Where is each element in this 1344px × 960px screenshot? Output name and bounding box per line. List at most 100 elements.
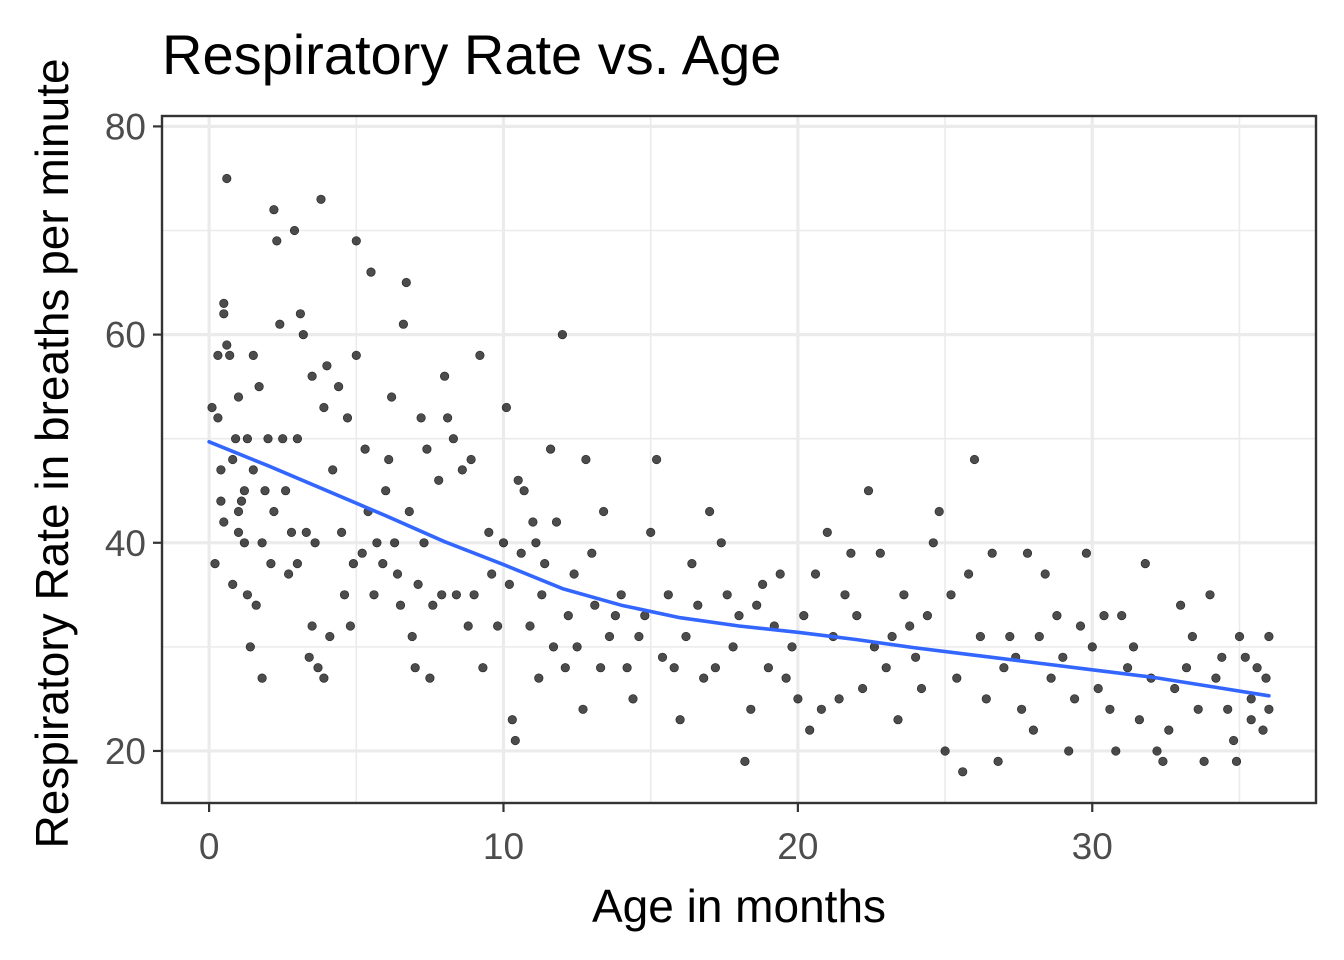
- data-point: [242, 434, 252, 444]
- data-point: [1069, 694, 1080, 704]
- data-point: [922, 610, 933, 621]
- data-point: [501, 402, 512, 413]
- data-point: [337, 527, 347, 538]
- data-point: [675, 715, 685, 725]
- data-point: [484, 527, 494, 538]
- grid: [162, 116, 1316, 803]
- data-point: [469, 590, 479, 600]
- data-point: [740, 756, 750, 767]
- x-axis-title: Age in months: [592, 880, 886, 932]
- data-point: [975, 631, 986, 642]
- data-point: [260, 486, 270, 496]
- data-point: [1240, 652, 1250, 662]
- data-point: [228, 579, 238, 590]
- data-point: [775, 569, 785, 579]
- data-point: [952, 673, 962, 683]
- data-point: [404, 506, 414, 517]
- data-point: [219, 309, 229, 319]
- data-point: [216, 465, 226, 475]
- data-point: [248, 350, 258, 361]
- data-point: [534, 673, 544, 683]
- data-point: [219, 517, 229, 527]
- data-point: [1258, 725, 1268, 735]
- data-point: [551, 517, 562, 527]
- data-point: [410, 663, 420, 673]
- data-point: [793, 694, 803, 704]
- data-point: [716, 538, 726, 548]
- y-tick-label: 40: [105, 523, 146, 564]
- data-point: [710, 663, 721, 673]
- data-point: [540, 558, 550, 569]
- data-point: [687, 558, 697, 569]
- data-point: [587, 548, 597, 558]
- data-point: [307, 371, 317, 381]
- data-point: [328, 465, 338, 475]
- x-tick-label: 30: [1072, 826, 1113, 867]
- data-point: [239, 486, 249, 496]
- data-point: [413, 579, 423, 590]
- chart-title: Respiratory Rate vs. Age: [162, 23, 781, 86]
- data-point: [1228, 735, 1239, 746]
- data-point: [1140, 558, 1150, 569]
- data-point: [298, 330, 308, 340]
- data-point: [1093, 683, 1103, 694]
- data-point: [507, 715, 517, 725]
- data-point: [233, 392, 244, 402]
- data-point: [1158, 756, 1168, 767]
- data-point: [816, 704, 827, 714]
- data-point: [572, 642, 582, 652]
- data-point: [1022, 548, 1033, 558]
- data-point: [275, 319, 285, 329]
- data-point: [999, 663, 1009, 673]
- data-point: [622, 663, 632, 673]
- data-point: [437, 590, 447, 600]
- data-point: [734, 610, 744, 621]
- data-point: [251, 600, 261, 610]
- data-points: [207, 173, 1274, 777]
- data-point: [578, 704, 588, 714]
- panel-border: [160, 114, 1318, 805]
- data-point: [531, 538, 541, 548]
- data-point: [881, 663, 891, 673]
- data-point: [510, 735, 520, 746]
- data-point: [416, 413, 426, 423]
- data-point: [1246, 694, 1256, 704]
- data-point: [1187, 631, 1197, 642]
- data-point: [746, 704, 756, 714]
- data-point: [1075, 621, 1086, 631]
- data-point: [457, 465, 467, 475]
- x-tick-label: 0: [199, 826, 220, 867]
- data-point: [1264, 704, 1274, 714]
- data-point: [852, 610, 862, 621]
- data-point: [693, 600, 703, 610]
- data-point: [1193, 704, 1203, 714]
- data-point: [231, 434, 241, 444]
- data-point: [1152, 746, 1162, 756]
- data-point: [392, 569, 403, 579]
- data-point: [1064, 746, 1074, 756]
- data-point: [236, 496, 247, 506]
- data-point: [1134, 715, 1144, 725]
- data-point: [248, 465, 258, 475]
- data-point: [228, 454, 238, 465]
- data-point: [366, 267, 376, 277]
- data-point: [1264, 631, 1274, 642]
- data-point: [266, 558, 276, 569]
- data-point: [781, 673, 791, 683]
- data-point: [893, 715, 903, 725]
- data-point: [699, 673, 709, 683]
- data-point: [425, 673, 435, 683]
- data-point: [799, 610, 809, 621]
- data-point: [384, 454, 394, 465]
- data-point: [269, 506, 279, 517]
- data-point: [269, 205, 279, 215]
- data-point: [310, 538, 320, 548]
- data-point: [805, 725, 815, 735]
- data-point: [1016, 704, 1027, 714]
- data-point: [595, 663, 606, 673]
- data-point: [1117, 610, 1127, 621]
- data-point: [1164, 725, 1174, 735]
- data-point: [969, 454, 980, 465]
- y-tick-label: 20: [105, 731, 146, 772]
- data-point: [1028, 725, 1038, 735]
